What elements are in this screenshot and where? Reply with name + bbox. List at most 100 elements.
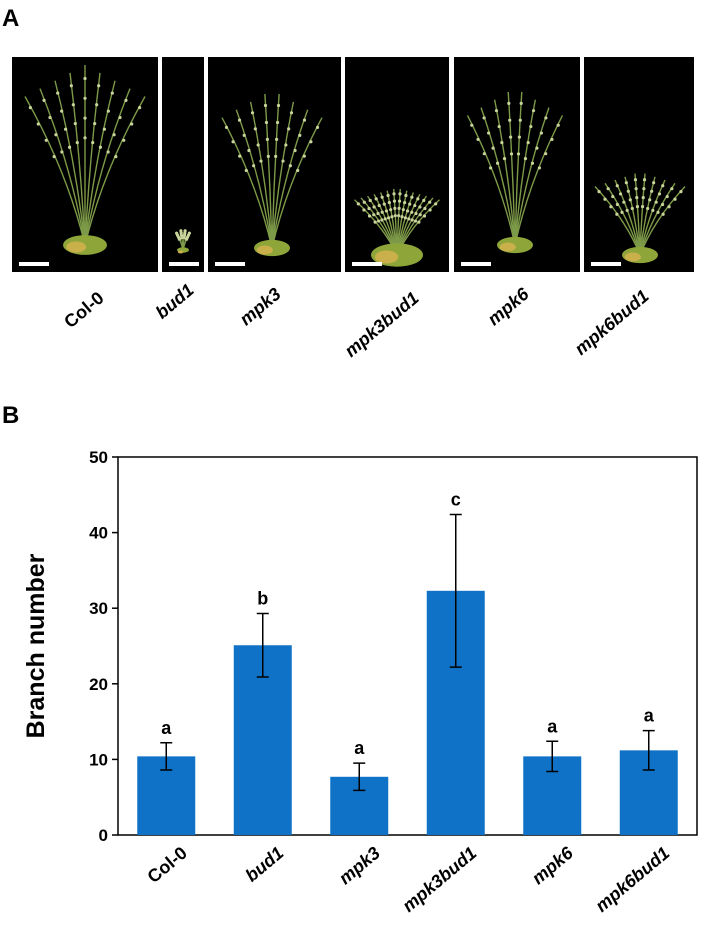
genotype-label: Col-0 [60, 288, 107, 332]
flower [376, 211, 380, 216]
flower [509, 135, 513, 139]
flower [673, 197, 677, 201]
stem [235, 109, 273, 249]
flower [413, 219, 418, 223]
flower [97, 84, 101, 88]
flower [56, 91, 60, 95]
significance-letter: c [451, 489, 461, 509]
significance-letter: a [161, 718, 172, 738]
flower [287, 127, 291, 131]
flower [182, 236, 186, 240]
flower [362, 200, 366, 204]
flower [392, 199, 397, 203]
flower [615, 212, 619, 216]
flower [224, 125, 229, 130]
flower [265, 137, 269, 141]
flower [642, 187, 646, 191]
flower [389, 208, 393, 212]
flower [52, 155, 56, 159]
flower [73, 122, 77, 126]
flower [517, 135, 521, 139]
flower [651, 208, 655, 213]
flower [177, 237, 182, 241]
flower [309, 140, 313, 144]
error-bar [256, 612, 269, 678]
flower [259, 159, 263, 163]
flower [263, 103, 268, 108]
flower [275, 120, 280, 125]
flower [487, 131, 491, 135]
flower [296, 168, 300, 173]
y-tick-label: 40 [89, 524, 108, 543]
flower [398, 192, 402, 196]
flower [418, 205, 422, 209]
flower [628, 198, 632, 202]
flower [488, 166, 493, 170]
x-tick-label: mpk3bud1 [398, 843, 480, 916]
flower [656, 210, 660, 214]
flower [390, 215, 394, 219]
flower [386, 193, 390, 198]
flower [422, 214, 427, 218]
flower [237, 118, 242, 122]
rosette-leaf [624, 252, 641, 262]
scale-bar [169, 262, 199, 266]
flower [387, 201, 391, 205]
error-bar [546, 740, 559, 773]
stem [271, 93, 280, 249]
significance-letter: a [354, 738, 365, 758]
flower [414, 211, 418, 216]
x-tick-label: bud1 [242, 843, 288, 886]
flower [652, 181, 656, 185]
flower [393, 206, 397, 211]
flower [516, 152, 521, 156]
flower [410, 210, 414, 214]
stem [514, 107, 550, 246]
flower [556, 123, 560, 127]
flower [75, 140, 79, 145]
genotype-label: bud1 [152, 280, 198, 323]
flower [535, 146, 539, 150]
flower [242, 133, 246, 137]
significance-letter: a [547, 716, 558, 736]
flower [253, 127, 257, 131]
flower [293, 148, 297, 153]
flower [386, 216, 391, 220]
flower [250, 111, 255, 115]
flower [98, 145, 103, 149]
flower [44, 138, 48, 142]
flower [274, 154, 278, 158]
flower [83, 116, 87, 120]
flower [642, 178, 647, 182]
flower [641, 196, 645, 200]
stem [271, 109, 309, 249]
flower [91, 140, 95, 145]
flower [367, 206, 371, 211]
flower [266, 154, 270, 158]
genotype-label: mpk3 [236, 284, 285, 330]
flower [654, 200, 658, 204]
flower [519, 101, 523, 106]
flower [393, 214, 397, 218]
flower [482, 116, 486, 120]
flower [611, 194, 615, 199]
flower [665, 194, 669, 199]
flower [184, 237, 189, 241]
x-tick-label: mpk6 [528, 842, 578, 888]
flower [630, 206, 634, 211]
flower [368, 198, 372, 203]
flower [252, 164, 256, 168]
flower [64, 127, 68, 131]
flower [298, 133, 302, 137]
flower [661, 212, 665, 216]
flower [380, 210, 384, 214]
stem [514, 99, 537, 246]
flower [288, 164, 292, 168]
flower [494, 109, 499, 113]
flower [428, 208, 432, 212]
genotype-label: mpk6bud1 [571, 286, 653, 359]
flower [403, 201, 407, 205]
flower [397, 214, 401, 218]
stem [39, 88, 86, 246]
